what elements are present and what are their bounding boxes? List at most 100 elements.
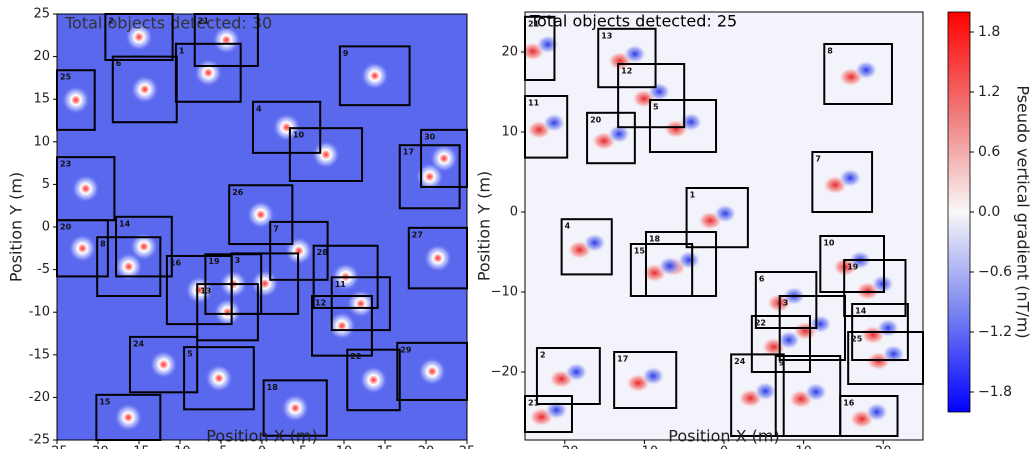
anomaly-negative	[753, 381, 778, 402]
box-label: 8	[827, 47, 833, 56]
box-label: 10	[293, 131, 305, 140]
y-tick-label: 10	[33, 134, 50, 149]
anomaly	[114, 252, 143, 281]
box-label: 3	[235, 256, 241, 265]
detection-box	[288, 127, 364, 182]
anomaly	[125, 23, 153, 52]
detection-box	[535, 347, 601, 405]
y-tick-label: −20	[491, 365, 518, 380]
colorbar-tick-label: −1.8	[978, 384, 1012, 400]
box-label: 25	[60, 73, 72, 82]
anomaly-negative	[535, 34, 560, 55]
anomaly	[346, 289, 375, 318]
box-label: 17	[403, 148, 414, 157]
x-tick-label: 10	[336, 445, 353, 449]
box-label: 10	[823, 239, 835, 248]
detection-box	[685, 187, 749, 249]
anomaly	[61, 86, 90, 115]
box-label: 20	[590, 115, 602, 124]
detection-box	[839, 395, 899, 437]
box-label: 11	[335, 280, 347, 289]
x-tick-label: -20	[87, 445, 108, 449]
box-label: 13	[200, 287, 211, 296]
detection-box	[819, 235, 885, 293]
anomaly-negative	[677, 250, 702, 270]
box-label: 16	[843, 399, 855, 408]
y-tick-label: -20	[29, 390, 50, 405]
box-label: 13	[601, 31, 612, 40]
x-tick-label: -5	[215, 445, 228, 449]
box-label: 5	[653, 103, 659, 112]
box-label: 18	[649, 235, 661, 244]
anomaly-negative	[679, 112, 704, 132]
box-label: 19	[847, 263, 859, 272]
detection-box	[128, 335, 199, 394]
box-label: 24	[133, 339, 145, 348]
y-tick-label: -5	[37, 262, 50, 277]
y-tick-label: 0	[42, 220, 50, 235]
x-axis-label: Position X (m)	[668, 427, 780, 446]
box-label: 21	[198, 17, 210, 26]
box-label: 12	[315, 299, 326, 308]
box-label: 8	[100, 240, 106, 249]
anomaly	[114, 403, 143, 432]
anomaly-negative	[864, 402, 889, 422]
y-tick-label: 20	[501, 45, 518, 60]
anomaly-negative	[564, 362, 589, 382]
anomaly	[415, 162, 444, 191]
x-tick-label: 10	[795, 445, 812, 449]
detection-box	[843, 259, 907, 317]
detection-box	[346, 348, 401, 412]
box-label: 28	[317, 248, 329, 257]
box-label: 11	[528, 99, 540, 108]
x-tick-label: -25	[46, 445, 67, 449]
colorbar	[947, 11, 971, 413]
detection-box	[228, 184, 294, 246]
detection-box	[115, 215, 173, 278]
box-label: 2	[108, 17, 114, 26]
detection-box	[586, 111, 636, 165]
detection-box	[262, 379, 328, 437]
box-label: 20	[60, 223, 72, 232]
anomaly-negative	[713, 203, 738, 224]
box-label: 29	[400, 345, 412, 354]
y-tick-label: 20	[33, 49, 50, 64]
anomaly-negative	[582, 232, 607, 253]
box-label: 19	[208, 257, 220, 266]
detection-box	[811, 151, 874, 213]
x-tick-label: 25	[459, 445, 476, 449]
detection-box	[648, 99, 718, 153]
box-label: 12	[621, 67, 632, 76]
y-tick-label: -15	[29, 347, 50, 362]
box-label: 21	[528, 399, 540, 408]
colorbar-tick-label: 0.6	[978, 144, 1000, 160]
box-label: 6	[116, 59, 122, 68]
x-tick-label: −20	[551, 445, 578, 449]
box-label: 9	[343, 49, 349, 58]
box-label: 15	[634, 247, 646, 256]
box-label: 17	[617, 355, 628, 364]
anomaly-negative	[641, 366, 666, 386]
anomaly-negative	[622, 44, 647, 64]
box-label: 1	[690, 191, 696, 200]
detection-box	[750, 315, 811, 373]
anomaly	[359, 365, 388, 394]
x-tick-label: 15	[377, 445, 394, 449]
colorbar-tick-label: 1.8	[978, 24, 1000, 40]
y-tick-label: 15	[33, 92, 50, 107]
anomaly-negative	[803, 382, 828, 402]
anomaly-negative	[838, 168, 863, 188]
box-label: 7	[273, 224, 279, 233]
anomaly-negative	[606, 124, 631, 144]
colorbar-tick-label: −1.2	[978, 324, 1012, 340]
detection-box	[617, 63, 686, 129]
anomaly	[311, 140, 340, 169]
x-tick-label: -10	[169, 445, 190, 449]
detection-box	[560, 218, 613, 276]
anomaly-negative	[870, 274, 895, 294]
y-tick-label: 10	[501, 125, 518, 140]
anomaly-negative	[808, 314, 833, 334]
x-tick-label: 0	[720, 445, 728, 449]
y-axis-label: Position Y (m)	[475, 171, 494, 281]
